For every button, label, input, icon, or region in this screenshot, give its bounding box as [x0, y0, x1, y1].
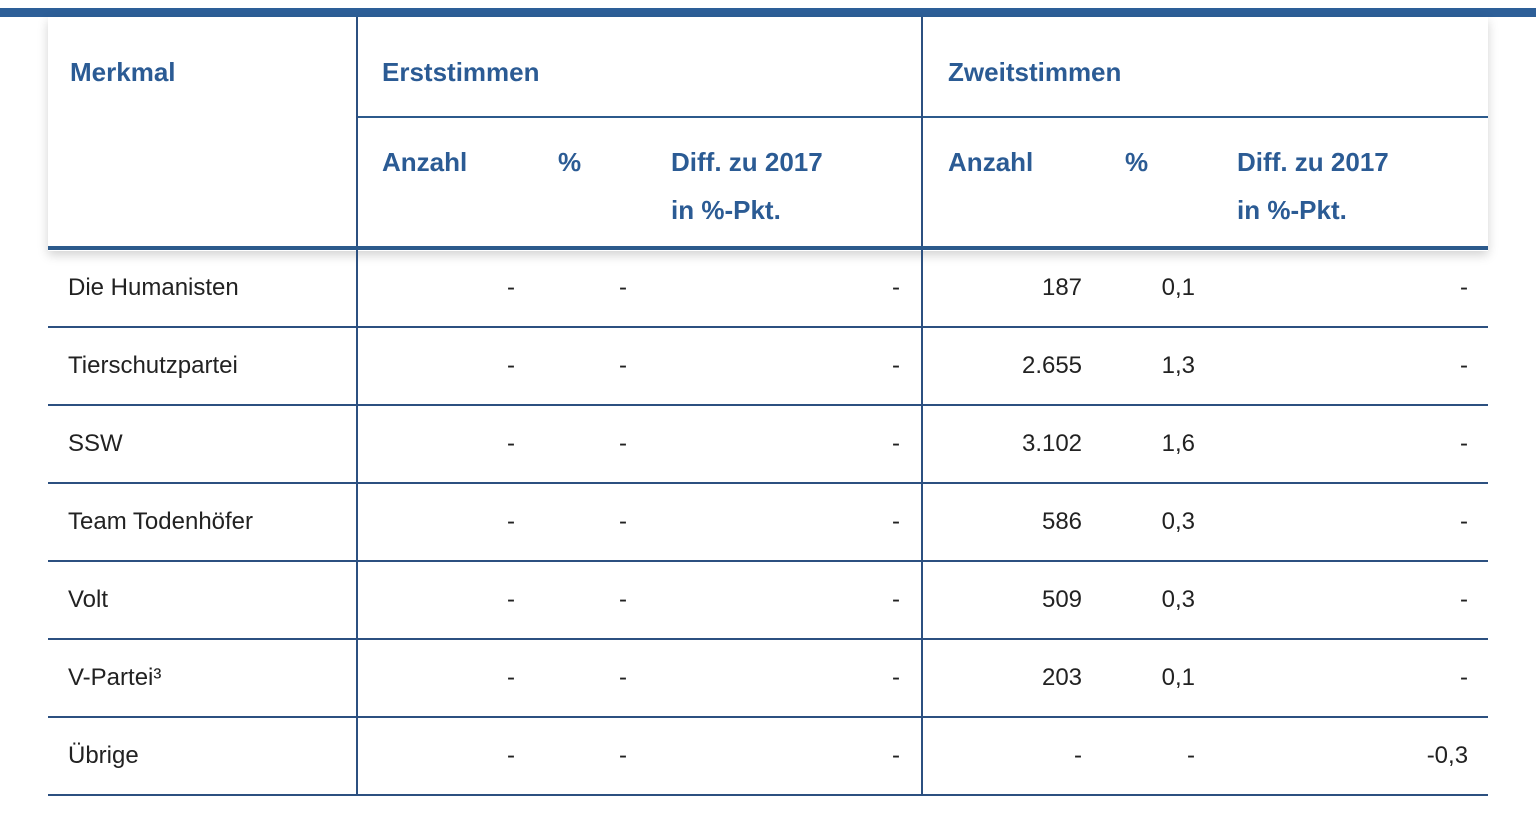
table-row: Die Humanisten - - -187 0,1-: [48, 248, 1489, 328]
cell-z-anzahl: 187: [921, 248, 1098, 328]
cell-z-diff: -: [1210, 639, 1489, 718]
cell-name: SSW: [48, 405, 357, 484]
table-row: V-Partei³ - - -203 0,1-: [48, 639, 1489, 718]
cell-z-pct: 0,1: [1097, 248, 1211, 328]
cell-e-pct: -: [530, 248, 640, 328]
header-z-diff: Diff. zu 2017 in %-Pkt.: [1210, 116, 1489, 250]
header-e-percent: %: [530, 116, 640, 250]
cell-e-pct: -: [530, 327, 640, 406]
cell-z-diff: -: [1210, 327, 1489, 406]
cell-z-anzahl: 2.655: [921, 327, 1098, 406]
cell-e-diff: -: [640, 639, 923, 718]
cell-e-anzahl: -: [356, 327, 530, 406]
cell-z-diff: -: [1210, 561, 1489, 640]
cell-z-diff: -0,3: [1210, 717, 1489, 796]
cell-e-anzahl: -: [356, 561, 530, 640]
table-row: Team Todenhöfer - - -586 0,3-: [48, 483, 1489, 562]
cell-e-diff: -: [640, 717, 923, 796]
cell-name: V-Partei³: [48, 639, 357, 718]
cell-z-anzahl: 3.102: [921, 405, 1098, 484]
header-z-anzahl: Anzahl: [921, 116, 1098, 250]
cell-z-anzahl: 203: [921, 639, 1098, 718]
header-zweitstimmen: Zweitstimmen: [921, 17, 1489, 117]
cell-e-anzahl: -: [356, 248, 530, 328]
cell-e-diff: -: [640, 405, 923, 484]
cell-e-pct: -: [530, 639, 640, 718]
cell-e-anzahl: -: [356, 405, 530, 484]
cell-e-anzahl: -: [356, 483, 530, 562]
cell-z-anzahl: 509: [921, 561, 1098, 640]
cell-z-pct: 1,3: [1097, 327, 1211, 406]
cell-z-pct: 0,1: [1097, 639, 1211, 718]
cell-e-pct: -: [530, 405, 640, 484]
cell-z-diff: -: [1210, 405, 1489, 484]
cell-z-anzahl: -: [921, 717, 1098, 796]
cell-e-pct: -: [530, 483, 640, 562]
cell-z-diff: -: [1210, 483, 1489, 562]
header-merkmal: Merkmal: [48, 17, 357, 250]
cell-e-diff: -: [640, 561, 923, 640]
cell-z-pct: 1,6: [1097, 405, 1211, 484]
cell-e-diff: -: [640, 248, 923, 328]
cell-name: Tierschutzpartei: [48, 327, 357, 406]
cell-z-pct: 0,3: [1097, 561, 1211, 640]
cell-e-anzahl: -: [356, 639, 530, 718]
table-row: SSW - - -3.102 1,6-: [48, 405, 1489, 484]
cell-name: Volt: [48, 561, 357, 640]
cell-name: Team Todenhöfer: [48, 483, 357, 562]
header-e-anzahl: Anzahl: [356, 116, 530, 250]
cell-name: Übrige: [48, 717, 357, 796]
cell-z-pct: -: [1097, 717, 1211, 796]
cell-e-diff: -: [640, 327, 923, 406]
header-e-diff: Diff. zu 2017 in %-Pkt.: [640, 116, 923, 250]
cell-e-anzahl: -: [356, 717, 530, 796]
table-row: Tierschutzpartei - - -2.655 1,3-: [48, 327, 1489, 406]
table-row: Übrige - - - - - -0,3: [48, 717, 1489, 796]
cell-name: Die Humanisten: [48, 248, 357, 328]
results-table: Merkmal Erststimmen Zweitstimmen Anzahl …: [48, 17, 1489, 796]
cell-e-pct: -: [530, 561, 640, 640]
cell-e-diff: -: [640, 483, 923, 562]
cell-e-pct: -: [530, 717, 640, 796]
table-row: Volt - - -509 0,3-: [48, 561, 1489, 640]
cell-z-pct: 0,3: [1097, 483, 1211, 562]
cell-z-anzahl: 586: [921, 483, 1098, 562]
header-z-percent: %: [1097, 116, 1211, 250]
top-accent-bar: [0, 8, 1536, 17]
header-erststimmen: Erststimmen: [355, 17, 923, 117]
cell-z-diff: -: [1210, 248, 1489, 328]
